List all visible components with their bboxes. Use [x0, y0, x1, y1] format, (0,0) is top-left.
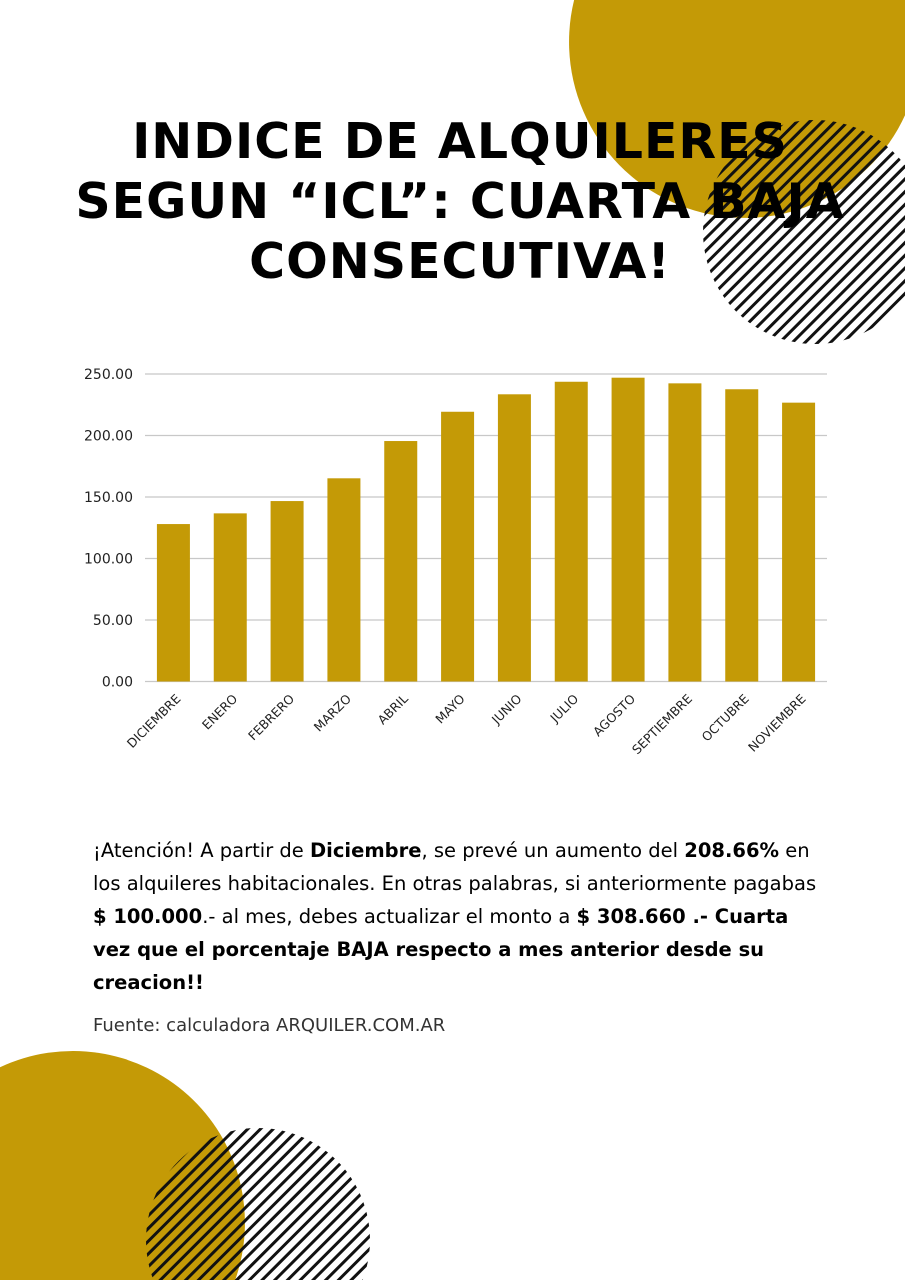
bar-junio: [497, 394, 531, 682]
text: , se prevé un aumento del: [421, 839, 685, 862]
bar-octubre: [725, 389, 759, 682]
highlight-new-amount: $ 308.660 .- Cuarta vez que el porcentaj…: [93, 905, 789, 994]
x-tick-label: JULIO: [546, 691, 581, 726]
y-tick-label: 150.00: [84, 490, 133, 506]
description-paragraph: ¡Atención! A partir de Diciembre, se pre…: [93, 834, 823, 999]
text: en los alquileres habitacionales. En otr…: [93, 839, 817, 895]
highlight-old-amount: $ 100.000: [93, 905, 203, 928]
highlight-month: Diciembre: [310, 839, 422, 862]
bar-enero: [213, 513, 247, 682]
bar-mayo: [441, 411, 475, 682]
y-tick-label: 0.00: [102, 675, 133, 691]
bar-julio: [554, 381, 588, 682]
y-tick-label: 200.00: [84, 429, 133, 445]
y-tick-label: 50.00: [93, 613, 133, 629]
text: .- al mes, debes actualizar el monto a: [202, 905, 577, 928]
x-tick-label: SEPTIEMBRE: [629, 691, 695, 757]
x-tick-label: DICIEMBRE: [124, 691, 184, 751]
x-tick-label: NOVIEMBRE: [745, 691, 809, 755]
bar-noviembre: [782, 402, 816, 682]
hatched-circle-bottom: [146, 1127, 370, 1280]
x-tick-label: ABRIL: [374, 691, 410, 727]
highlight-percent: 208.66%: [684, 839, 780, 862]
x-tick-label: ENERO: [199, 691, 241, 733]
text-block: ¡Atención! A partir de Diciembre, se pre…: [93, 834, 823, 1036]
bar-abril: [384, 441, 418, 682]
hatched-circle-top: [703, 120, 905, 344]
page-title: INDICE DE ALQUILERES SEGUN “ICL”: CUARTA…: [75, 113, 845, 290]
bar-febrero: [270, 501, 304, 682]
x-tick-label: MARZO: [311, 691, 355, 735]
text: ¡Atención! A partir de: [93, 839, 310, 862]
x-tick-label: MAYO: [432, 691, 468, 727]
source-note: Fuente: calculadora ARQUILER.COM.AR: [93, 1015, 446, 1036]
bar-marzo: [327, 478, 361, 682]
bar-septiembre: [668, 383, 702, 682]
y-tick-label: 100.00: [84, 552, 133, 568]
bar-chart: 0.00 50.00 100.00 150.00 200.00 250.00 DICIEMB…: [84, 367, 827, 757]
x-tick-label: AGOSTO: [590, 691, 638, 739]
x-tick-label: FEBRERO: [245, 691, 297, 743]
x-tick-label: JUNIO: [488, 691, 525, 728]
x-tick-label: OCTUBRE: [698, 691, 751, 744]
y-tick-label: 250.00: [84, 367, 133, 383]
bar-diciembre: [156, 524, 190, 682]
bar-agosto: [611, 377, 645, 682]
